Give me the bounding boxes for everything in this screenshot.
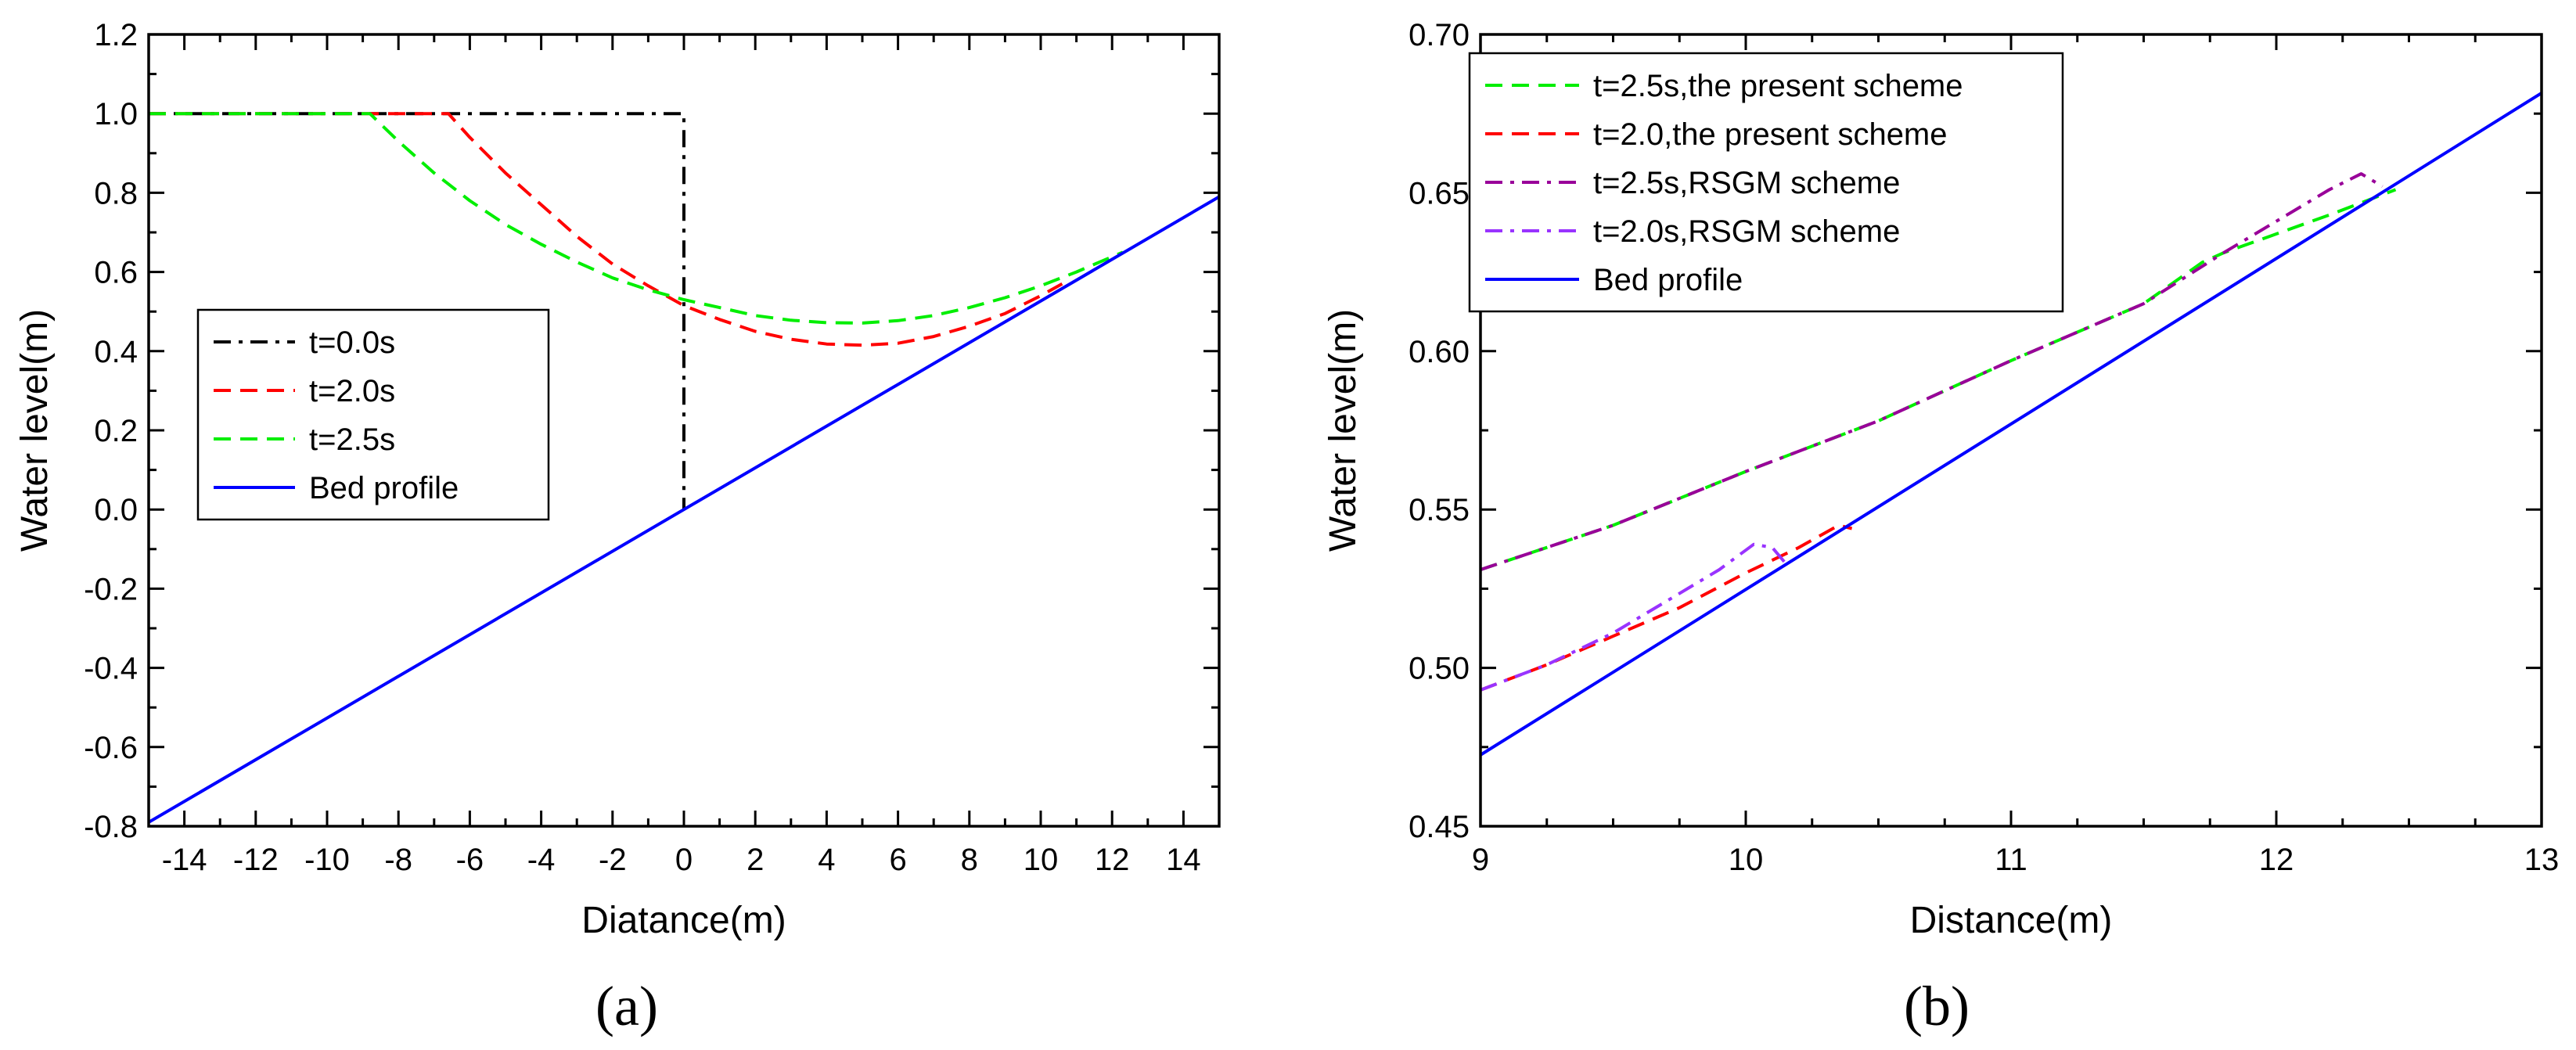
series-line-t-0-0s [149, 112, 685, 510]
x-tick-label: 9 [1472, 843, 1489, 877]
y-tick-label: 1.2 [94, 18, 138, 52]
x-tick-label: 12 [1095, 843, 1130, 877]
chart-a: -14 -12 -10 -8 -6 -4 -2 0 2 4 6 8 10 12 14 -0.8 -0.6 -0.4… [14, 18, 1221, 1037]
y-tick-label: -0.4 [84, 652, 138, 686]
legend-entry: Bed profile [309, 471, 459, 505]
chart-b: 9 10 11 12 13 0.45 0.50 0.55 0.60 0.65 0.70 Distanc… [1322, 18, 2559, 1037]
x-tick-label: -2 [599, 843, 627, 877]
x-axis-label: Distance(m) [1910, 900, 2113, 941]
x-tick-label: -12 [233, 843, 279, 877]
legend-entry: t=2.0s [309, 374, 395, 408]
series-line-t-2-0s-rsgm-scheme [1480, 542, 1787, 692]
x-tick-label: 6 [889, 843, 906, 877]
y-tick-label: -0.8 [84, 810, 138, 844]
y-tick-label: 0.8 [94, 176, 138, 210]
series-line-t-2-0s [149, 112, 1063, 347]
plot-frame [147, 33, 1221, 828]
x-tick-label: -4 [527, 843, 556, 877]
series-line-t-2-5s-the-present-scheme [1480, 188, 2397, 571]
y-tick-label: -0.6 [84, 731, 138, 765]
y-tick-label: 0.4 [94, 335, 138, 369]
legend-entry: t=2.5s [309, 423, 395, 457]
x-tick-label: -6 [456, 843, 484, 877]
x-tick-label: 11 [1995, 843, 2027, 877]
series-line-bed-profile [149, 195, 1219, 824]
panel-label: (b) [1904, 975, 1970, 1037]
x-tick-label: -14 [162, 843, 207, 877]
x-tick-label: 14 [1166, 843, 1201, 877]
plot-frame [1479, 33, 2543, 828]
y-tick-label: 0.70 [1409, 18, 1470, 52]
x-tick-label: -8 [384, 843, 412, 877]
legend-entry: t=2.0,the present scheme [1593, 117, 1948, 152]
panel-label: (a) [595, 975, 658, 1037]
y-axis-label: Water level(m) [14, 309, 56, 552]
x-axis-label: Diatance(m) [581, 900, 786, 941]
y-tick-label: 1.0 [94, 97, 138, 131]
legend-entry: t=2.0s,RSGM scheme [1593, 214, 1900, 249]
y-tick-label: 0.0 [94, 493, 138, 527]
x-tick-label: 12 [2259, 843, 2294, 877]
y-tick-label: -0.2 [84, 572, 138, 606]
y-tick-label: 0.60 [1409, 335, 1470, 369]
series-line-t-2-5s-rsgm-scheme [1480, 172, 2384, 571]
x-tick-label: -10 [304, 843, 350, 877]
series-group [1480, 92, 2542, 757]
y-axis-label: Water level(m) [1322, 309, 1364, 552]
legend-entry: Bed profile [1593, 263, 1743, 297]
y-tick-label: 0.45 [1409, 810, 1470, 844]
y-tick-label: 0.2 [94, 414, 138, 448]
legend-box [196, 308, 550, 521]
series-line-bed-profile [1480, 92, 2542, 757]
legend-entry: t=0.0s [309, 325, 395, 360]
x-tick-label: 8 [961, 843, 978, 877]
x-tick-label: 4 [818, 843, 835, 877]
y-tick-label: 0.65 [1409, 176, 1470, 210]
legend: t=0.0s t=2.0s t=2.5s Bed profile [196, 308, 550, 521]
series-group [149, 112, 1219, 824]
x-tick-label: 13 [2524, 843, 2560, 877]
series-line-t-2-5s [149, 112, 1124, 325]
y-tick-label: 0.6 [94, 256, 138, 290]
x-tick-label: 10 [1729, 843, 1764, 877]
x-tick-label: 10 [1024, 843, 1059, 877]
legend: t=2.5s,the present scheme t=2.0,the prese… [1468, 52, 2064, 313]
legend-entry: t=2.5s,RSGM scheme [1593, 166, 1900, 200]
legend-entry: t=2.5s,the present scheme [1593, 69, 1963, 103]
x-tick-label: 0 [675, 843, 693, 877]
y-tick-label: 0.55 [1409, 493, 1470, 527]
y-tick-label: 0.50 [1409, 652, 1470, 686]
x-tick-label: 2 [747, 843, 764, 877]
